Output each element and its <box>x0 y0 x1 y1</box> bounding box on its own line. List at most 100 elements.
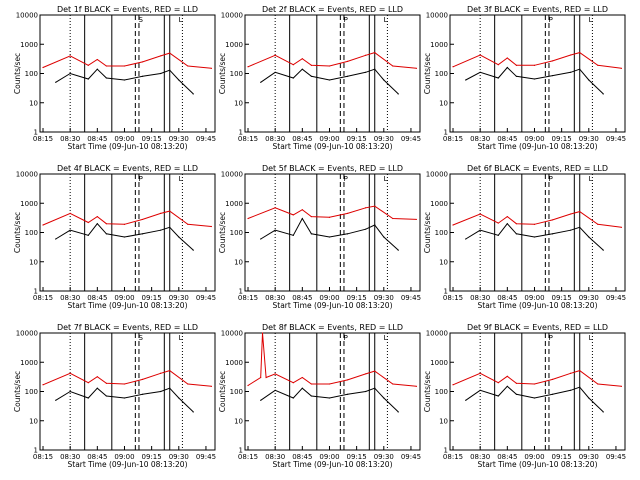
x-tick-label: 08:45 <box>497 453 517 461</box>
data-point-lld <box>292 214 294 216</box>
data-point-lld <box>620 385 622 387</box>
marker-label-p: P <box>549 334 553 342</box>
data-point-events <box>69 72 71 75</box>
x-tick-label: 09:00 <box>319 453 339 461</box>
x-tick-label: 09:00 <box>114 294 134 302</box>
data-point-events <box>374 68 376 70</box>
series-events <box>465 66 604 95</box>
marker-label-p: P <box>549 175 553 183</box>
series-events <box>260 217 399 251</box>
panel-title: Det 4f BLACK = Events, RED = LLD <box>57 164 198 173</box>
data-point-lld <box>261 332 264 334</box>
x-tick-label: 08:30 <box>470 135 490 143</box>
panel-4: Det 4f BLACK = Events, RED = LLD 1 10 100 10… <box>13 164 216 310</box>
data-point-events <box>515 233 517 235</box>
x-tick-label: 09:30 <box>169 453 189 461</box>
series-events <box>260 387 399 413</box>
data-point-events <box>383 79 385 81</box>
data-point-events <box>301 217 303 220</box>
y-tick-label: 1000 <box>20 200 38 208</box>
series-lld <box>247 332 417 387</box>
y-axis-label: Counts/sec <box>218 53 227 94</box>
data-point-lld <box>579 51 581 54</box>
marker-label-l: L <box>179 175 183 183</box>
data-point-lld <box>274 207 276 209</box>
panel-1: Det 1f BLACK = Events, RED = LLD 1 10 100 10… <box>13 5 216 151</box>
x-tick-label: 08:15 <box>238 294 258 302</box>
data-point-events <box>260 81 262 83</box>
panel-2: Det 2f BLACK = Events, RED = LLD 1 10 100 10… <box>218 5 421 151</box>
x-tick-label: 08:30 <box>60 453 80 461</box>
data-point-events <box>551 233 554 235</box>
data-point-events <box>579 386 581 388</box>
data-point-events <box>479 71 481 73</box>
data-point-lld <box>187 383 189 385</box>
data-point-events <box>160 72 162 75</box>
y-tick-label: 10000 <box>426 330 448 338</box>
series-lld <box>42 52 212 69</box>
y-tick-label: 10 <box>29 99 38 107</box>
y-tick-label: 10000 <box>16 171 38 179</box>
x-tick-label: 08:15 <box>443 294 463 302</box>
x-tick-label: 09:15 <box>552 294 572 302</box>
x-tick-label: 09:45 <box>401 294 421 302</box>
panel-title: Det 9f BLACK = Events, RED = LLD <box>467 323 608 332</box>
x-tick-label: 09:00 <box>524 294 544 302</box>
data-point-lld <box>620 226 622 228</box>
data-point-lld <box>346 379 349 381</box>
x-tick-label: 09:00 <box>319 135 339 143</box>
data-point-lld <box>301 376 303 379</box>
x-tick-label: 08:30 <box>265 135 285 143</box>
x-tick-label: 09:45 <box>401 135 421 143</box>
data-point-lld <box>497 382 499 384</box>
data-point-lld <box>328 383 331 385</box>
data-point-events <box>551 393 554 395</box>
data-point-lld <box>187 223 189 225</box>
data-point-lld <box>551 60 554 62</box>
data-point-events <box>506 385 508 387</box>
data-point-events <box>310 395 312 397</box>
y-tick-label: 1 <box>239 447 243 455</box>
y-tick-label: 10 <box>29 258 38 266</box>
data-point-events <box>365 228 367 230</box>
x-tick-label: 09:45 <box>606 135 626 143</box>
data-point-events <box>479 229 481 231</box>
plot-frame <box>449 14 626 133</box>
data-point-events <box>169 387 171 389</box>
x-axis-label: Start Time (09-Jun-10 08:13:20) <box>68 142 188 151</box>
data-point-events <box>260 238 262 240</box>
data-point-lld <box>479 213 481 215</box>
data-point-lld <box>247 384 249 387</box>
data-point-lld <box>570 54 572 56</box>
data-point-events <box>55 238 57 240</box>
data-point-lld <box>392 383 394 385</box>
data-point-events <box>178 79 180 81</box>
data-point-events <box>105 77 107 79</box>
data-point-events <box>383 236 385 238</box>
x-tick-label: 09:30 <box>374 294 394 302</box>
marker-label-l: L <box>589 334 593 342</box>
marker-label-l: L <box>384 16 388 24</box>
data-point-events <box>123 236 126 238</box>
x-tick-label: 09:45 <box>196 294 216 302</box>
data-point-lld <box>260 376 262 379</box>
data-point-lld <box>265 376 267 379</box>
data-point-lld <box>87 382 89 384</box>
panel-title: Det 1f BLACK = Events, RED = LLD <box>57 5 198 14</box>
series-lld <box>42 370 212 387</box>
marker-label-p: P <box>344 16 348 24</box>
data-point-lld <box>579 369 581 372</box>
y-tick-label: 100 <box>230 70 243 78</box>
data-point-lld <box>570 372 572 374</box>
y-tick-label: 10 <box>234 417 243 425</box>
data-point-events <box>69 390 71 393</box>
x-axis-label: Start Time (09-Jun-10 08:13:20) <box>478 142 598 151</box>
data-point-lld <box>96 215 98 218</box>
y-tick-label: 1000 <box>225 200 243 208</box>
series-lld <box>452 52 622 69</box>
y-tick-label: 1 <box>34 288 38 296</box>
y-axis-label: Counts/sec <box>423 53 432 94</box>
data-point-lld <box>533 64 536 66</box>
data-point-lld <box>497 64 499 66</box>
x-tick-label: 09:45 <box>196 453 216 461</box>
